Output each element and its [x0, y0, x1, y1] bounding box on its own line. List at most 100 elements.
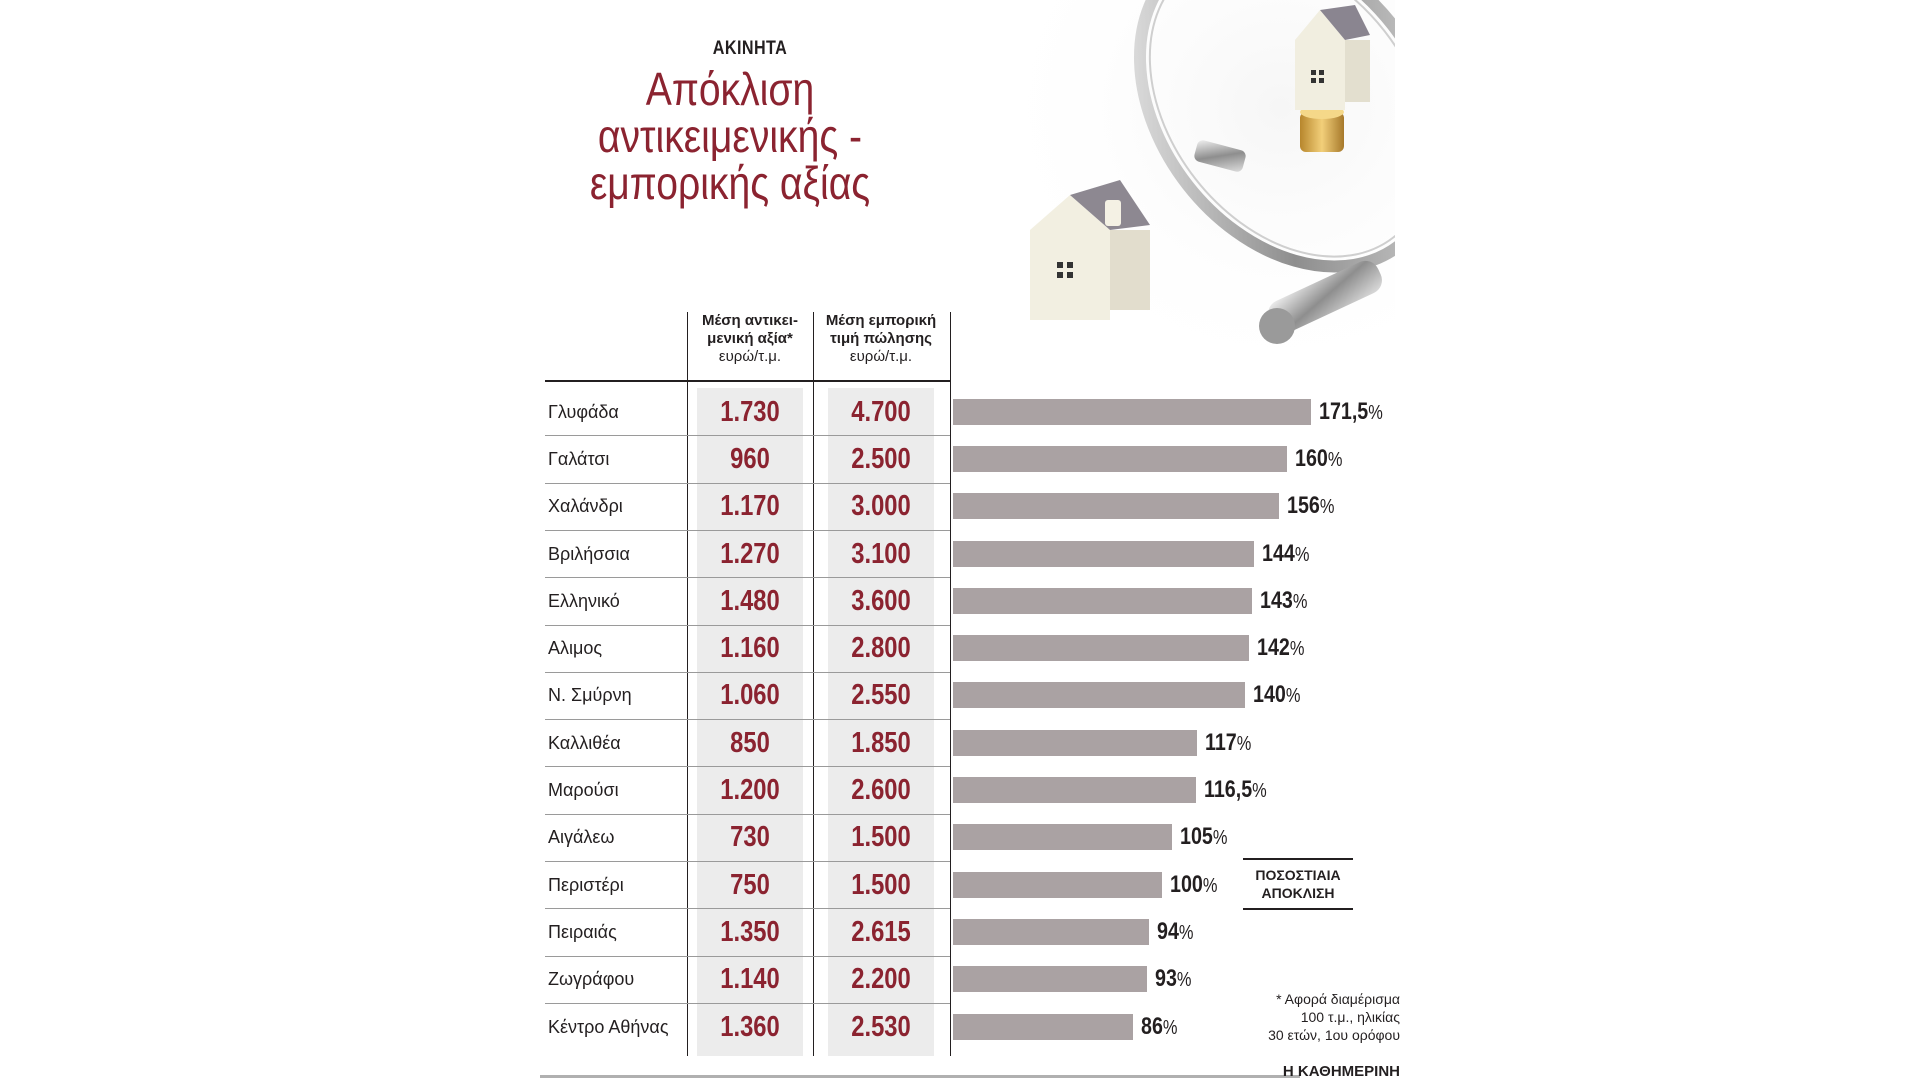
- title-line-1: Απόκλιση: [645, 63, 815, 115]
- market-value: 4.700: [851, 395, 911, 428]
- legend-line-1: ΠΟΣΟΣΤΙΑΙΑ: [1255, 867, 1341, 883]
- deviation-label: 86%: [1141, 1013, 1178, 1041]
- objective-value: 1.060: [720, 679, 780, 712]
- objective-value: 1.360: [720, 1010, 780, 1043]
- deviation-value: 156: [1286, 492, 1320, 520]
- deviation-value: 105: [1180, 823, 1214, 851]
- deviation-bar: [953, 871, 1162, 898]
- column-divider: [950, 312, 951, 1056]
- market-value: 2.800: [851, 632, 911, 665]
- deviation-label: 160%: [1295, 445, 1343, 473]
- objective-value: 1.350: [720, 915, 780, 948]
- house-icon: [1030, 180, 1150, 320]
- deviation-bar: [953, 1013, 1133, 1040]
- percent-sign: %: [1162, 1016, 1178, 1039]
- deviation-bar: [953, 777, 1197, 804]
- percent-sign: %: [1368, 401, 1383, 424]
- deviation-value: 144: [1261, 539, 1295, 567]
- market-header-unit: ευρώ/τ.μ.: [849, 348, 913, 365]
- deviation-label: 117%: [1205, 728, 1251, 757]
- row-divider: [545, 766, 950, 768]
- deviation-value: 117: [1205, 728, 1237, 756]
- deviation-bar: [953, 493, 1279, 520]
- magnifying-glass-icon: [1133, 0, 1395, 344]
- row-label: Περιστέρι: [548, 874, 624, 895]
- objective-value: 960: [730, 442, 770, 475]
- coins-icon: [1300, 105, 1344, 152]
- deviation-value: 116,5: [1204, 776, 1253, 804]
- deviation-bar: [953, 966, 1148, 993]
- deviation-bar: [953, 398, 1311, 425]
- objective-value-header: Μέση αντικει- μενική αξία* ευρώ/τ.μ.: [692, 312, 808, 366]
- objective-value: 850: [730, 726, 770, 759]
- footnote-line-2: 100 τ.μ., ηλικίας: [1300, 1009, 1400, 1025]
- objective-column-shade: [697, 388, 803, 1056]
- row-label: Ν. Σμύρνη: [548, 685, 632, 706]
- row-label: Αιγάλεω: [548, 827, 615, 848]
- market-price-header: Μέση εμπορική τιμή πώλησης ευρώ/τ.μ.: [823, 312, 939, 366]
- house-icon: [1295, 5, 1370, 110]
- objective-value: 1.160: [720, 632, 780, 665]
- objective-value: 1.730: [720, 395, 780, 428]
- market-value: 3.600: [851, 584, 911, 617]
- market-value: 3.000: [851, 490, 911, 523]
- market-value: 2.550: [851, 679, 911, 712]
- row-divider: [545, 861, 950, 862]
- objective-value: 1.140: [720, 963, 780, 996]
- market-value: 1.850: [851, 726, 911, 759]
- chart-title: Απόκλιση αντικειμενικής - εμπορικής αξία…: [590, 66, 871, 207]
- percent-sign: %: [1252, 780, 1267, 803]
- deviation-value: 143: [1259, 586, 1293, 614]
- market-value: 2.615: [851, 915, 911, 948]
- percent-sign: %: [1327, 448, 1343, 471]
- percent-sign: %: [1290, 638, 1305, 661]
- deviation-label: 142%: [1257, 635, 1304, 662]
- legend-box: ΠΟΣΟΣΤΙΑΙΑ ΑΠΟΚΛΙΣΗ: [1243, 858, 1353, 910]
- objective-header-unit: ευρώ/τ.μ.: [718, 348, 782, 365]
- row-divider: [545, 908, 950, 910]
- percent-sign: %: [1294, 543, 1310, 566]
- column-divider: [687, 312, 688, 1056]
- row-divider: [545, 671, 950, 673]
- deviation-value: 94: [1157, 917, 1180, 945]
- market-value: 2.200: [851, 963, 911, 996]
- column-divider: [813, 312, 814, 1056]
- deviation-bar: [953, 540, 1254, 567]
- deviation-label: 93%: [1155, 966, 1191, 993]
- deviation-label: 156%: [1287, 493, 1334, 520]
- deviation-bar: [953, 918, 1150, 945]
- percent-sign: %: [1177, 969, 1192, 992]
- objective-value: 730: [730, 821, 770, 854]
- title-line-3: εμπορικής αξίας: [589, 157, 871, 209]
- deviation-label: 116,5%: [1204, 777, 1267, 804]
- magnifier-houses-photo: [1015, 0, 1395, 360]
- market-header-line-1: Μέση εμπορική: [825, 312, 937, 329]
- row-divider: [545, 482, 950, 484]
- objective-value: 1.270: [720, 537, 780, 570]
- deviation-value: 171,5: [1319, 397, 1369, 425]
- row-divider: [545, 813, 950, 815]
- percent-sign: %: [1179, 921, 1194, 944]
- deviation-bar: [953, 682, 1246, 709]
- row-label: Πειραιάς: [548, 921, 617, 942]
- row-divider: [545, 577, 950, 579]
- row-divider: [545, 955, 950, 957]
- kicker-label: ΑΚΙΝΗΤΑ: [712, 38, 788, 59]
- deviation-label: 144%: [1261, 539, 1310, 568]
- row-divider: [545, 1002, 950, 1004]
- deviation-label: 105%: [1180, 824, 1227, 851]
- market-value: 1.500: [851, 821, 911, 854]
- objective-value: 750: [730, 868, 770, 901]
- deviation-label: 143%: [1259, 586, 1307, 615]
- footnote: * Αφορά διαμέρισμα 100 τ.μ., ηλικίας 30 …: [1180, 990, 1400, 1044]
- row-divider: [545, 719, 950, 721]
- deviation-bar: [953, 445, 1287, 472]
- market-header-line-2: τιμή πώλησης: [830, 330, 932, 347]
- row-label: Ελληνικό: [548, 590, 620, 611]
- objective-header-line-2: μενική αξία*: [707, 330, 793, 347]
- row-label: Γαλάτσι: [548, 448, 610, 469]
- header-rule: [545, 380, 950, 382]
- deviation-value: 142: [1257, 634, 1291, 662]
- source-credit: Η ΚΑΘΗΜΕΡΙΝΗ: [1282, 1063, 1400, 1080]
- legend-line-2: ΑΠΟΚΛΙΣΗ: [1261, 885, 1335, 901]
